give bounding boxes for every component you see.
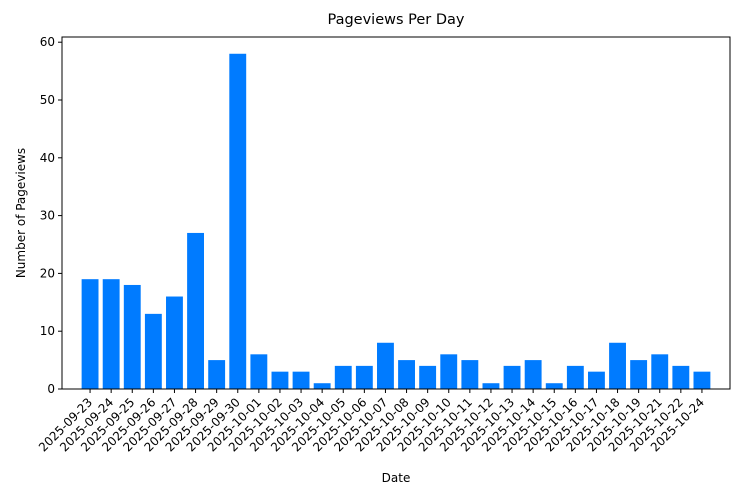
bar [630, 360, 648, 389]
bar [144, 313, 162, 389]
bar [545, 383, 563, 389]
y-tick-label: 50 [40, 93, 55, 107]
bar [651, 354, 669, 389]
bar [187, 232, 204, 389]
plot-frame [61, 36, 731, 390]
bar [461, 360, 479, 389]
y-axis-label: Number of Pageviews [14, 148, 28, 278]
bar [229, 53, 247, 390]
bar [524, 360, 542, 389]
x-axis-label: Date [382, 471, 411, 485]
bar [313, 383, 331, 389]
y-tick-label: 60 [40, 35, 55, 49]
bar [271, 371, 289, 389]
bar [503, 365, 521, 389]
bar [377, 342, 394, 389]
bar [398, 360, 415, 389]
bar [419, 365, 437, 389]
bar [334, 365, 352, 389]
bar [166, 296, 183, 389]
y-tick-label: 30 [40, 209, 55, 223]
bar [102, 279, 120, 389]
bar [81, 279, 99, 389]
bar [208, 360, 226, 389]
bar [588, 371, 605, 389]
bar [482, 383, 500, 389]
y-tick-label: 40 [40, 151, 55, 165]
y-tick-label: 10 [40, 324, 55, 338]
bar [566, 365, 584, 389]
bar [292, 371, 310, 389]
y-tick-label: 20 [40, 266, 55, 280]
chart-title: Pageviews Per Day [327, 12, 464, 28]
bar [123, 284, 141, 389]
bar [609, 342, 626, 389]
bar [250, 354, 268, 389]
bar [693, 371, 711, 389]
bar [672, 365, 690, 389]
bar [440, 354, 458, 389]
y-tick-label: 0 [47, 382, 55, 396]
bar [355, 365, 373, 389]
